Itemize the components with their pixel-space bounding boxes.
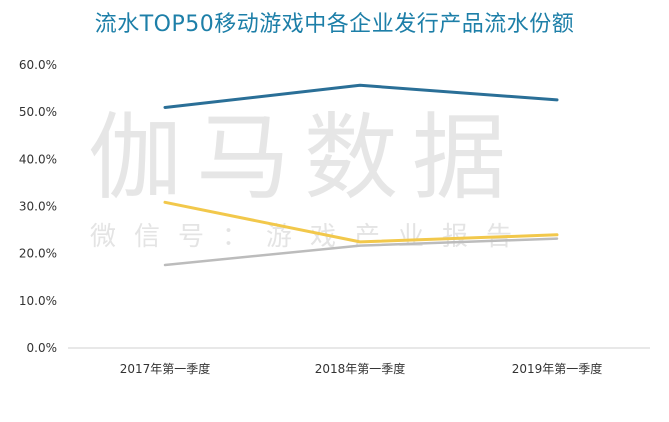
- series-line-1: [163, 83, 559, 109]
- x-tick-label: 2018年第一季度: [315, 361, 406, 376]
- y-tick-label: 60.0%: [19, 58, 57, 72]
- y-tick-label: 20.0%: [19, 247, 57, 261]
- watermark-subtext: 微信号：游戏产业报告: [90, 222, 531, 252]
- y-tick-label: 30.0%: [19, 200, 57, 214]
- x-tick-label: 2019年第一季度: [512, 361, 603, 376]
- series-line-2: [163, 200, 559, 244]
- y-tick-label: 0.0%: [27, 341, 58, 355]
- y-tick-label: 10.0%: [19, 294, 57, 308]
- y-tick-label: 40.0%: [19, 152, 57, 166]
- chart-title: 流水TOP50移动游戏中各企业发行产品流水份额: [94, 12, 575, 37]
- watermark-text: 伽马数据: [88, 104, 521, 213]
- x-tick-label: 2017年第一季度: [120, 361, 211, 376]
- y-tick-label: 50.0%: [19, 105, 57, 119]
